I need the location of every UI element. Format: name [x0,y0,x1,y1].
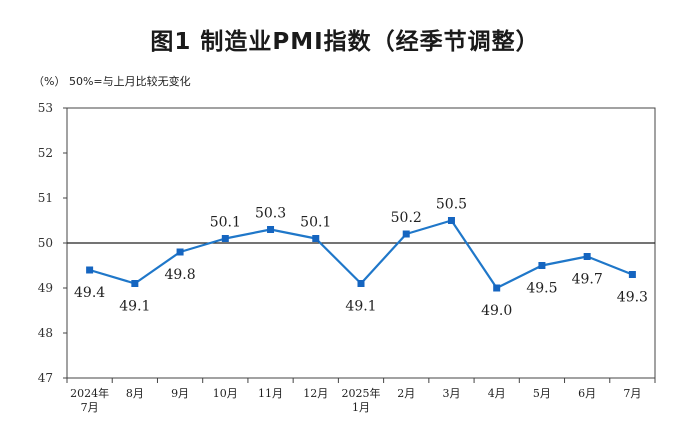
data-point-marker [538,262,546,269]
data-label: 50.1 [210,215,241,231]
x-category-line: 12月 [303,387,328,400]
x-category-label: 11月 [258,387,283,400]
x-category-line: 2025年 [342,386,381,400]
x-category-line: 7月 [623,387,641,400]
x-category-line: 2月 [397,387,415,400]
data-label: 50.3 [255,206,286,222]
unit-note: （%） 50%=与上月比较无变化 [33,75,191,88]
x-category-line: 4月 [488,387,506,400]
data-point-marker [357,280,365,287]
data-label: 50.1 [300,215,331,231]
x-category-label: 10月 [213,387,238,400]
data-label: 50.5 [436,197,467,213]
data-label: 49.1 [345,299,376,315]
data-label: 50.2 [391,210,422,226]
data-point-marker [583,253,591,260]
x-category-line: 11月 [258,387,283,400]
x-category-label: 8月 [126,387,144,400]
x-category-label: 9月 [171,387,189,400]
data-point-marker [86,266,94,274]
x-category-line: 8月 [126,387,144,400]
x-category-label: 5月 [533,387,551,400]
x-category-label: 2月 [397,387,415,400]
x-category-line: 7月 [81,401,99,414]
data-point-marker [447,217,455,224]
y-tick-label: 47 [38,371,53,385]
data-label: 49.7 [572,272,603,288]
data-point-marker [628,271,636,278]
data-point-marker [221,235,229,242]
x-category-label: 6月 [578,387,596,400]
x-category-line: 10月 [213,387,238,400]
data-point-marker [176,248,184,256]
x-category-label: 12月 [303,387,328,400]
x-category-line: 5月 [533,387,551,400]
y-tick-label: 52 [38,146,53,160]
x-category-line: 1月 [352,401,370,414]
y-tick-label: 49 [38,281,53,295]
data-label: 49.4 [74,285,105,301]
data-point-marker [131,280,139,287]
x-category-line: 2024年 [70,386,109,400]
x-category-label: 3月 [442,387,460,400]
data-label: 49.1 [119,299,150,315]
data-point-marker [493,284,501,292]
x-category-line: 9月 [171,387,189,400]
data-label: 49.3 [617,290,648,306]
x-category-line: 6月 [578,387,596,400]
x-category-label: 7月 [623,387,641,400]
x-category-label: 2024年 7月 [70,386,109,414]
y-tick-label: 48 [38,326,53,340]
y-tick-label: 53 [38,101,53,115]
x-category-label: 4月 [488,387,506,400]
y-tick-label: 51 [38,191,53,205]
chart-title: 图1 制造业PMI指数（经季节调整） [150,29,540,55]
y-tick-label: 50 [38,236,53,250]
x-category-line: 3月 [442,387,460,400]
data-label: 49.5 [526,281,557,297]
data-point-marker [402,230,410,238]
data-label: 49.0 [481,303,512,319]
x-category-label: 2025年 1月 [342,386,381,414]
data-point-marker [312,235,320,242]
data-label: 49.8 [164,267,195,283]
data-point-marker [267,226,275,233]
